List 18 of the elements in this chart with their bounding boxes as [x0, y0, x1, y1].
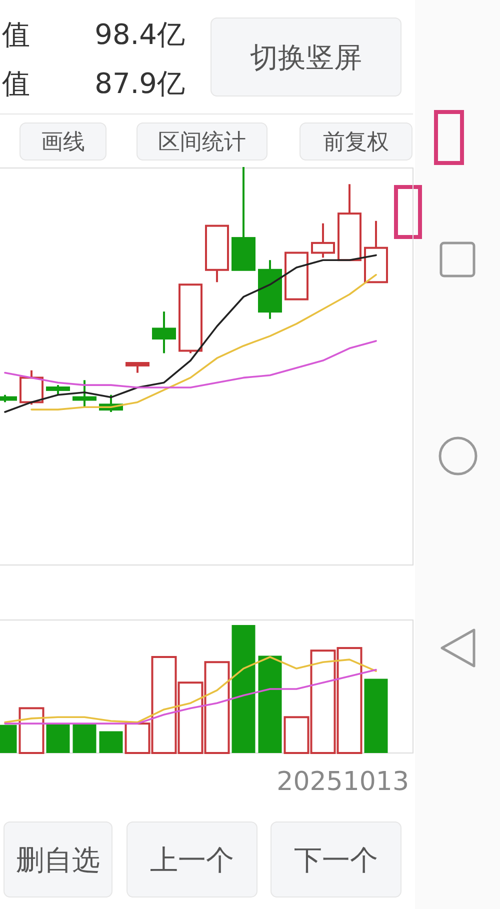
candlestick: [152, 310, 176, 354]
text: 下一个: [294, 843, 378, 876]
text: 画线: [41, 130, 85, 156]
text: 值: [2, 18, 30, 51]
text: 删自选: [16, 843, 100, 876]
text: 98.4亿: [94, 18, 185, 51]
text: 87.9亿: [94, 67, 185, 100]
candlestick: [126, 362, 150, 374]
candlestick: [72, 379, 96, 408]
text: 20251013: [276, 767, 409, 797]
text: 区间统计: [158, 130, 246, 156]
candlestick: [311, 222, 335, 259]
candlestick: [46, 384, 70, 396]
text: 值: [2, 67, 30, 100]
bar: [18, 707, 44, 754]
text: 上一个: [150, 843, 234, 876]
text: 切换竖屏: [250, 40, 362, 74]
text: 前复权: [323, 130, 389, 156]
